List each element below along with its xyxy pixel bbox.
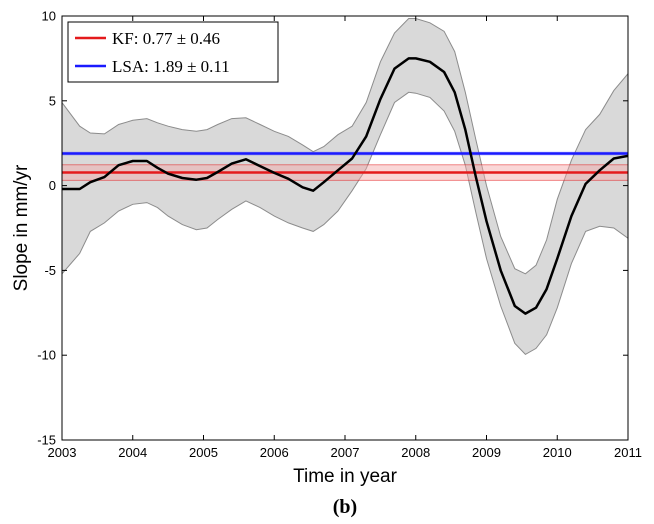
- y-tick-label: -5: [44, 263, 56, 278]
- x-axis-label: Time in year: [293, 466, 397, 487]
- x-tick-label: 2005: [189, 445, 218, 460]
- y-axis-label: Slope in mm/yr: [11, 164, 32, 291]
- x-tick-label: 2004: [118, 445, 147, 460]
- x-tick-label: 2008: [401, 445, 430, 460]
- x-tick-label: 2011: [614, 445, 642, 460]
- figure-caption: (b): [333, 496, 357, 518]
- x-tick-label: 2006: [260, 445, 289, 460]
- legend-label-lsa: LSA: 1.89 ± 0.11: [112, 57, 230, 76]
- x-tick-label: 2007: [331, 445, 360, 460]
- legend-box: [67, 21, 279, 83]
- y-tick-label: 10: [42, 9, 56, 24]
- y-tick-label: -15: [37, 433, 56, 448]
- x-tick-label: 2010: [543, 445, 572, 460]
- axis-ticks: 2003 2004 2005 2006 2007 2008 2009 2010 2011 -15 -…: [37, 9, 642, 461]
- plot-content: [62, 18, 628, 356]
- y-tick-label: 0: [49, 178, 56, 193]
- legend-label-kf: KF: 0.77 ± 0.46: [112, 29, 220, 48]
- x-tick-label: 2003: [48, 445, 77, 460]
- y-tick-label: 5: [49, 93, 56, 108]
- y-tick-label: -10: [37, 348, 56, 363]
- plot-area: [62, 18, 628, 356]
- slope-series-line: [62, 57, 628, 315]
- legend: KF: 0.77 ± 0.46 LSA: 1.89 ± 0.11: [67, 21, 279, 83]
- uncertainty-band: [62, 18, 628, 356]
- x-tick-label: 2009: [472, 445, 501, 460]
